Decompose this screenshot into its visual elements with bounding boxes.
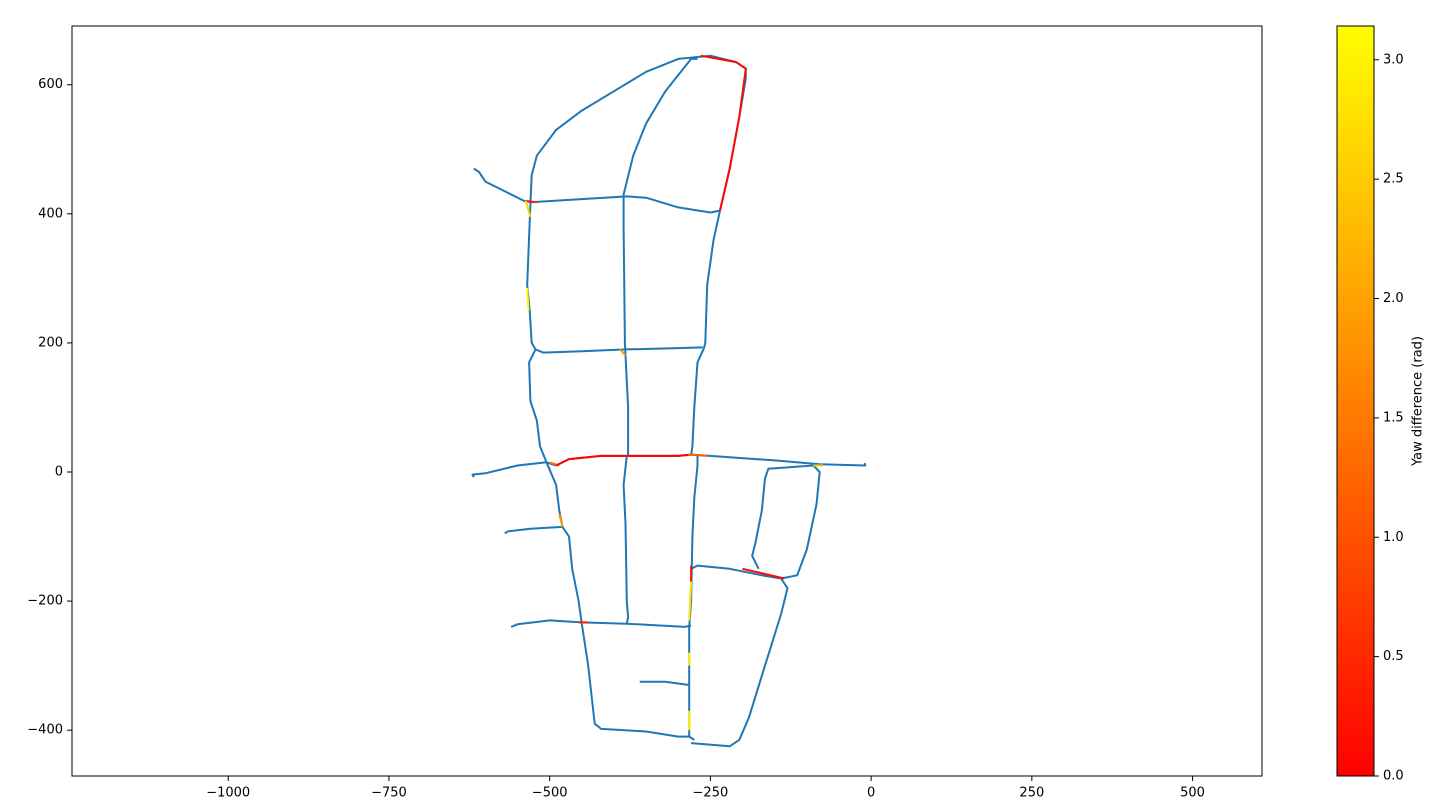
road-line bbox=[535, 346, 703, 354]
road-line bbox=[473, 167, 531, 204]
y-tick-label: 400 bbox=[38, 206, 63, 221]
yaw-segment bbox=[700, 54, 747, 211]
road-line bbox=[530, 195, 721, 214]
colorbar-tick-label: 3.0 bbox=[1383, 52, 1404, 67]
road-line bbox=[622, 455, 630, 624]
road-line bbox=[504, 525, 563, 535]
x-tick-label: −750 bbox=[371, 786, 407, 801]
x-tick-label: −500 bbox=[532, 786, 568, 801]
yaw-segment bbox=[742, 567, 785, 580]
x-tick-label: −1000 bbox=[206, 786, 250, 801]
yaw-segment bbox=[619, 348, 627, 357]
y-tick-label: 600 bbox=[38, 77, 63, 92]
road-line bbox=[529, 54, 747, 211]
x-tick-label: −250 bbox=[693, 786, 729, 801]
y-tick-label: 200 bbox=[38, 335, 63, 350]
colorbar-tick-label: 2.5 bbox=[1383, 172, 1404, 187]
colorbar-tick-label: 1.5 bbox=[1383, 410, 1404, 425]
road-line bbox=[545, 461, 583, 624]
x-tick-label: 250 bbox=[1019, 786, 1044, 801]
yaw-segment bbox=[525, 199, 537, 204]
yaw-segment bbox=[555, 453, 692, 467]
yaw-segment bbox=[687, 453, 708, 457]
yaw-segment bbox=[558, 513, 564, 528]
colorbar bbox=[1336, 25, 1375, 777]
road-line bbox=[580, 623, 690, 738]
x-tick-label: 0 bbox=[867, 786, 875, 801]
road-line bbox=[510, 619, 692, 628]
yaw-segment bbox=[688, 581, 693, 621]
road-line bbox=[690, 564, 789, 748]
y-tick-label: 0 bbox=[55, 464, 63, 479]
yaw-segment bbox=[526, 287, 530, 311]
y-tick-label: −400 bbox=[27, 723, 63, 738]
road-line bbox=[690, 210, 721, 457]
colorbar-tick-label: 2.0 bbox=[1383, 291, 1404, 306]
colorbar-label: Yaw difference (rad) bbox=[1411, 336, 1426, 467]
road-line bbox=[526, 204, 557, 467]
road-line bbox=[471, 461, 547, 478]
x-tick-label: 500 bbox=[1180, 786, 1205, 801]
y-tick-label: −200 bbox=[27, 594, 63, 609]
road-line bbox=[639, 680, 690, 686]
yaw-segment bbox=[524, 200, 532, 218]
axes-frame bbox=[71, 25, 1263, 777]
colorbar-tick-label: 1.0 bbox=[1383, 530, 1404, 545]
colorbar-tick-label: 0.5 bbox=[1383, 649, 1404, 664]
road-line bbox=[622, 57, 698, 456]
road-line bbox=[751, 464, 821, 580]
colorbar-tick-label: 0.0 bbox=[1383, 769, 1404, 784]
